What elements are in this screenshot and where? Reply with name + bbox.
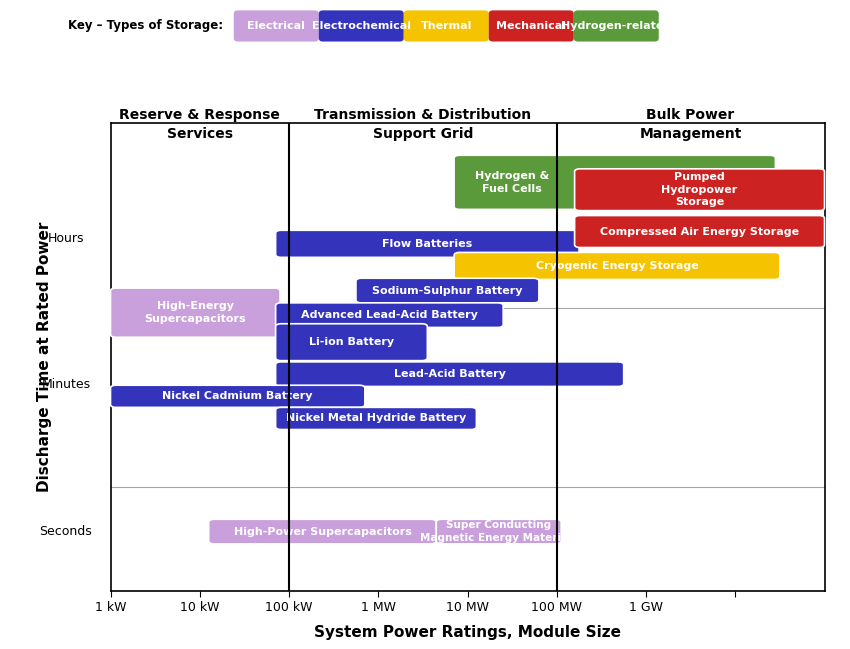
Text: Flow Batteries: Flow Batteries [382,239,473,249]
X-axis label: System Power Ratings, Module Size: System Power Ratings, Module Size [314,625,621,640]
Text: High-Energy
Supercapacitors: High-Energy Supercapacitors [144,302,246,324]
Text: Reserve & Response
Services: Reserve & Response Services [119,108,280,141]
Text: Mechanical: Mechanical [496,21,566,31]
Text: Thermal: Thermal [421,21,472,31]
FancyBboxPatch shape [110,288,280,337]
FancyBboxPatch shape [575,215,824,247]
Text: Hydrogen &
Fuel Cells: Hydrogen & Fuel Cells [475,171,549,193]
FancyBboxPatch shape [110,386,365,408]
Text: Li-ion Battery: Li-ion Battery [309,337,394,347]
Text: Pumped
Hydropower
Storage: Pumped Hydropower Storage [661,173,738,207]
FancyBboxPatch shape [436,519,561,544]
Text: High-Power Supercapacitors: High-Power Supercapacitors [234,526,411,537]
Text: Compressed Air Energy Storage: Compressed Air Energy Storage [600,227,799,236]
FancyBboxPatch shape [275,408,476,430]
Text: Bulk Power
Management: Bulk Power Management [639,108,742,141]
FancyBboxPatch shape [356,278,539,303]
Text: Lead-Acid Battery: Lead-Acid Battery [394,369,506,379]
Text: Seconds: Seconds [39,525,93,538]
FancyBboxPatch shape [454,252,779,280]
Text: Nickel Metal Hydride Battery: Nickel Metal Hydride Battery [286,413,466,423]
Text: Minutes: Minutes [42,378,90,391]
Text: Cryogenic Energy Storage: Cryogenic Energy Storage [536,261,699,271]
Text: Nickel Cadmium Battery: Nickel Cadmium Battery [162,391,313,401]
Text: Hydrogen-related: Hydrogen-related [561,21,672,31]
FancyBboxPatch shape [454,155,775,210]
FancyBboxPatch shape [209,519,436,544]
FancyBboxPatch shape [275,230,579,258]
FancyBboxPatch shape [275,303,503,328]
FancyBboxPatch shape [275,362,624,386]
Text: Electrochemical: Electrochemical [312,21,411,31]
Text: Key – Types of Storage:: Key – Types of Storage: [68,19,223,32]
Text: Advanced Lead-Acid Battery: Advanced Lead-Acid Battery [301,310,478,320]
FancyBboxPatch shape [575,169,824,211]
Text: Transmission & Distribution
Support Grid: Transmission & Distribution Support Grid [314,108,531,141]
Text: Super Conducting
Magnetic Energy Materials: Super Conducting Magnetic Energy Materia… [420,520,578,543]
Text: Sodium-Sulphur Battery: Sodium-Sulphur Battery [372,286,523,295]
FancyBboxPatch shape [275,324,428,361]
Text: Hours: Hours [48,232,84,245]
Y-axis label: Discharge Time at Rated Power: Discharge Time at Rated Power [37,222,52,492]
Text: Electrical: Electrical [247,21,305,31]
